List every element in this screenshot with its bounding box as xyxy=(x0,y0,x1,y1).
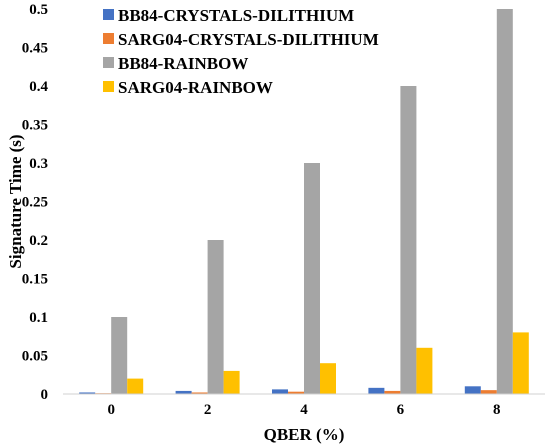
bar xyxy=(464,386,481,394)
bar xyxy=(191,392,208,394)
bar xyxy=(111,317,128,394)
bar xyxy=(480,390,497,394)
y-tick-label: 0.05 xyxy=(22,349,48,365)
legend-swatch xyxy=(103,9,114,20)
x-tick-label: 8 xyxy=(493,402,501,418)
bar xyxy=(304,163,320,394)
legend-label: SARG04-RAINBOW xyxy=(118,78,273,97)
bar xyxy=(416,347,433,394)
y-tick-label: 0.1 xyxy=(29,310,48,326)
x-tick-label: 4 xyxy=(300,402,308,418)
y-tick-label: 0.15 xyxy=(22,272,48,288)
bar xyxy=(288,391,304,394)
bar xyxy=(400,86,417,394)
y-tick-label: 0.5 xyxy=(29,2,48,18)
bar xyxy=(127,378,144,394)
series-0 xyxy=(79,386,481,394)
bar xyxy=(223,370,240,394)
series-2 xyxy=(111,9,513,394)
bar xyxy=(512,332,529,394)
legend-item: BB84-CRYSTALS-DILITHIUM xyxy=(103,6,354,25)
x-tick-label: 6 xyxy=(397,402,405,418)
bar xyxy=(320,363,336,394)
x-axis-title: QBER (%) xyxy=(264,425,345,444)
y-tick-label: 0 xyxy=(41,387,49,403)
legend-label: BB84-CRYSTALS-DILITHIUM xyxy=(118,6,354,25)
x-tick-label: 2 xyxy=(204,402,212,418)
bar xyxy=(175,390,192,394)
legend-swatch xyxy=(103,33,114,44)
bar xyxy=(384,390,401,394)
y-tick-label: 0.45 xyxy=(22,41,48,57)
y-tick-label: 0.35 xyxy=(22,118,48,134)
bar xyxy=(368,387,385,394)
legend: BB84-CRYSTALS-DILITHIUM SARG04-CRYSTALS-D… xyxy=(103,6,379,97)
y-tick-label: 0.3 xyxy=(29,156,48,172)
legend-item: BB84-RAINBOW xyxy=(103,54,248,73)
y-tick-label: 0.4 xyxy=(29,79,48,95)
bar xyxy=(496,9,513,394)
legend-label: SARG04-CRYSTALS-DILITHIUM xyxy=(118,30,379,49)
legend-swatch xyxy=(103,81,114,92)
bar xyxy=(272,389,288,394)
legend-item: SARG04-CRYSTALS-DILITHIUM xyxy=(103,30,379,49)
x-tick-label: 0 xyxy=(107,402,115,418)
bars xyxy=(79,9,529,394)
y-tick-label: 0.25 xyxy=(22,195,48,211)
y-axis-ticks: 0 0.05 0.1 0.15 0.2 0.25 0.3 0.35 0.4 0.45 0.5 xyxy=(22,2,49,403)
series-3 xyxy=(127,332,529,394)
bar xyxy=(207,240,224,394)
y-axis-title: Signature Time (s) xyxy=(6,134,25,268)
x-axis-ticks: 0 2 4 6 8 xyxy=(107,402,500,418)
legend-swatch xyxy=(103,57,114,68)
legend-item: SARG04-RAINBOW xyxy=(103,78,273,97)
legend-label: BB84-RAINBOW xyxy=(118,54,248,73)
y-tick-label: 0.2 xyxy=(29,233,48,249)
series-1 xyxy=(95,390,497,394)
bar xyxy=(79,392,96,394)
